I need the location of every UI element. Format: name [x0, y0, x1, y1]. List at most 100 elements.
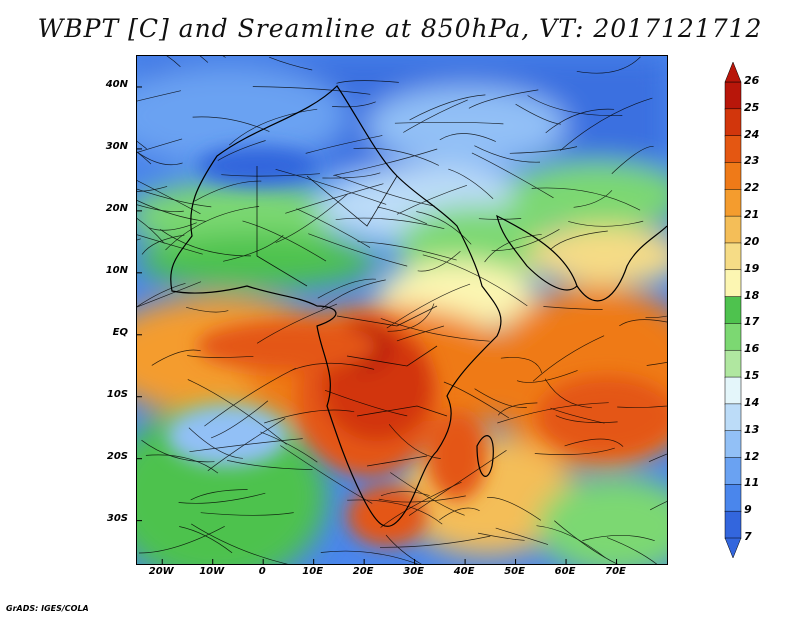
streamline	[275, 168, 387, 205]
streamline	[137, 180, 201, 215]
streamline	[190, 489, 248, 501]
colorbar-level-label: 18	[744, 288, 760, 302]
streamline	[380, 481, 462, 528]
y-tick-label: EQ	[112, 326, 128, 338]
streamline	[137, 204, 184, 212]
streamline	[545, 108, 615, 134]
streamline	[256, 303, 338, 344]
colorbar-level-label: 11	[744, 476, 760, 490]
streamline	[554, 520, 618, 564]
streamline	[353, 147, 439, 166]
streamline	[137, 151, 152, 165]
x-tick-label: 50E	[504, 566, 525, 577]
colorbar-segment	[724, 189, 742, 217]
streamline	[141, 234, 185, 255]
streamline	[192, 116, 270, 132]
streamline	[443, 381, 510, 419]
colorbar-segment	[724, 376, 742, 405]
y-tick-label: 10S	[106, 388, 128, 400]
streamline	[317, 278, 376, 299]
colorbar-level-label: 26	[744, 74, 760, 87]
wbpt-map	[136, 55, 668, 565]
streamline	[396, 325, 445, 342]
colorbar-level-label: 21	[744, 208, 760, 222]
x-tick-label: 20E	[352, 566, 374, 577]
streamline	[550, 407, 605, 424]
streamline	[576, 56, 641, 74]
colorbar-level-label: 15	[744, 369, 760, 383]
streamline	[260, 431, 318, 463]
streamline	[394, 121, 504, 125]
streamline	[536, 525, 606, 559]
streamline	[223, 234, 284, 262]
streamline	[166, 56, 181, 67]
streamline	[332, 101, 376, 108]
y-tick-label: 30N	[105, 140, 128, 152]
streamline	[221, 173, 320, 177]
streamline	[210, 400, 269, 439]
streamline	[334, 174, 435, 207]
streamline	[207, 418, 286, 472]
streamline	[308, 233, 408, 267]
colorbar-segment	[724, 296, 742, 325]
streamline	[269, 56, 313, 71]
colorbar-level-label: 23	[744, 154, 760, 168]
streamline	[159, 229, 252, 257]
streamline	[321, 279, 386, 309]
colorbar-level-label: 13	[744, 422, 760, 436]
streamline	[189, 438, 303, 453]
streamline	[500, 357, 543, 374]
streamline	[385, 534, 422, 564]
streamline	[191, 523, 289, 564]
streamline	[204, 367, 296, 427]
map-canvas	[137, 56, 667, 564]
streamline	[186, 306, 229, 313]
streamline	[194, 180, 262, 202]
x-tick-label: 70E	[605, 566, 626, 577]
streamline	[380, 491, 430, 497]
streamline	[217, 140, 266, 161]
streamline	[408, 450, 507, 516]
colorbar-level-label: 12	[744, 449, 760, 463]
streamline	[568, 220, 644, 227]
streamline	[165, 206, 260, 251]
streamline	[285, 183, 384, 214]
streamline	[188, 427, 243, 459]
streamline	[544, 378, 592, 409]
y-tick-label: 20S	[106, 450, 128, 462]
colorbar-segment	[724, 349, 742, 378]
streamline	[409, 94, 486, 121]
streamline	[178, 492, 266, 504]
streamline	[137, 90, 181, 102]
colorbar-level-label: 17	[744, 315, 760, 329]
y-tick-label: 30S	[106, 512, 128, 524]
y-tick-label: 40N	[105, 78, 128, 90]
streamline	[137, 138, 183, 153]
x-tick-label: 30E	[403, 566, 424, 577]
coastlines	[170, 85, 667, 527]
streamline	[416, 211, 472, 245]
streamline	[280, 445, 373, 504]
streamline	[648, 453, 667, 463]
streamline	[527, 95, 623, 117]
streamline	[559, 97, 653, 151]
streamline	[645, 315, 667, 319]
streamline	[378, 495, 466, 503]
streamline	[137, 234, 203, 255]
colorbar-segment	[724, 162, 742, 191]
streamline	[606, 537, 658, 564]
streamline	[227, 460, 313, 470]
streamline	[439, 133, 496, 142]
streamline	[422, 254, 528, 307]
streamline	[380, 318, 490, 342]
streamline	[137, 186, 168, 192]
streamline	[573, 190, 613, 208]
streamline	[497, 402, 609, 424]
streamline	[531, 187, 641, 211]
streamline	[305, 135, 383, 154]
colorbar-level-label: 14	[744, 395, 760, 409]
streamline	[403, 99, 468, 133]
streamline	[564, 438, 624, 447]
colorbar-segment	[724, 81, 742, 110]
colorbar-level-label: 25	[744, 100, 760, 114]
